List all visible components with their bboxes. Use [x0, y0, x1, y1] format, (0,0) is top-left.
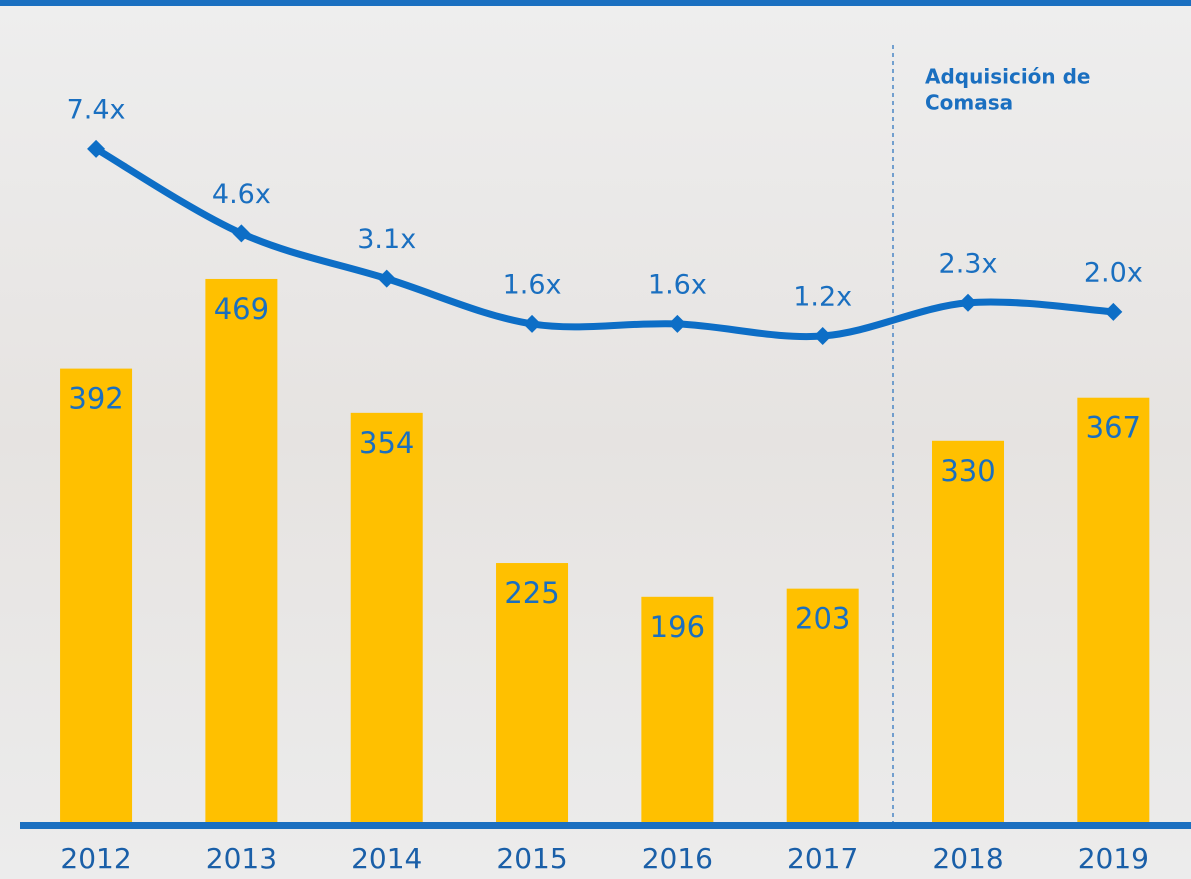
bar — [932, 440, 1005, 825]
bar-label: 330 — [940, 454, 995, 488]
x-tick-label: 2012 — [60, 842, 131, 875]
top-rule — [0, 0, 1191, 6]
bar-label: 225 — [504, 576, 559, 610]
line-label: 4.6x — [212, 179, 271, 210]
line-label: 7.4x — [67, 94, 126, 125]
x-tick-label: 2013 — [206, 842, 277, 875]
line-marker — [523, 314, 542, 333]
bar — [350, 412, 423, 825]
line-label: 1.6x — [648, 269, 707, 300]
bar — [60, 368, 133, 825]
bar — [496, 563, 569, 825]
line-label: 2.0x — [1084, 257, 1143, 288]
x-tick-label: 2018 — [932, 842, 1003, 875]
bar-label: 196 — [650, 610, 705, 644]
line-label: 3.1x — [357, 224, 416, 255]
x-tick-label: 2015 — [496, 842, 567, 875]
x-tick-label: 2019 — [1078, 842, 1149, 875]
bar-label: 469 — [214, 292, 269, 326]
line-marker — [668, 314, 687, 333]
bar — [786, 588, 859, 825]
line-label: 1.6x — [503, 269, 562, 300]
line-label: 2.3x — [939, 248, 998, 279]
line — [92, 145, 1117, 341]
line-marker — [87, 139, 106, 158]
line-marker — [813, 327, 832, 345]
x-tick-label: 2016 — [642, 842, 713, 875]
line-marker — [1104, 302, 1123, 321]
line-label: 1.2x — [793, 282, 852, 313]
bar — [641, 596, 714, 825]
bar-label: 354 — [359, 426, 414, 460]
x-axis — [20, 822, 1191, 829]
bar-label: 367 — [1086, 411, 1141, 445]
line-marker — [232, 224, 251, 243]
bar-label: 203 — [795, 602, 850, 636]
x-tick-label: 2014 — [351, 842, 422, 875]
bar — [1077, 397, 1150, 825]
x-tick-label: 2017 — [787, 842, 858, 875]
annotation: Adquisición de — [925, 65, 1091, 89]
bar-label: 392 — [68, 382, 123, 416]
bar — [205, 278, 278, 825]
line-marker — [959, 293, 978, 312]
annotation: Comasa — [925, 91, 1013, 115]
line-marker — [377, 269, 396, 288]
